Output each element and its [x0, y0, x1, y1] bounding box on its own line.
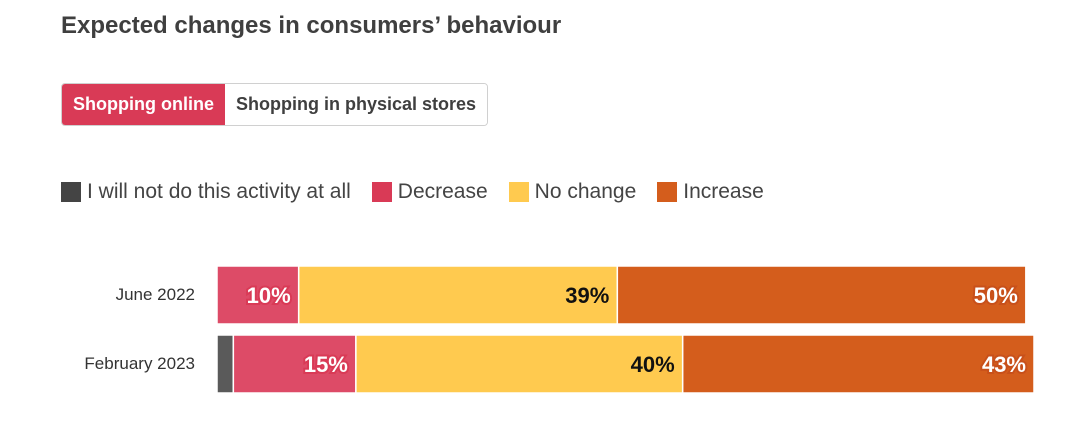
category-label: February 2023 [84, 354, 195, 373]
legend-label: No change [534, 180, 637, 203]
data-label: 50% [974, 283, 1018, 308]
data-label: 43% [982, 352, 1026, 377]
legend-swatch [657, 182, 678, 202]
data-label: 15% [304, 352, 348, 377]
legend-item: I will not do this activity at all [61, 180, 351, 204]
bar-segment [232, 334, 357, 394]
legend-item: No change [508, 180, 637, 204]
legend-label: I will not do this activity at all [87, 180, 351, 203]
bar-segment [216, 334, 235, 394]
bar-segment [616, 265, 1027, 325]
data-label: 10% [247, 283, 291, 308]
tab-bar: Shopping online Shopping in physical sto… [61, 83, 489, 126]
tab-shopping-physical-stores[interactable]: Shopping in physical stores [224, 84, 488, 125]
legend-label: Decrease [397, 180, 488, 203]
tab-shopping-online[interactable]: Shopping online [62, 84, 225, 125]
legend-label: Increase [683, 180, 764, 203]
legend: I will not do this activity at all Decrea… [61, 180, 785, 204]
legend-swatch [508, 182, 529, 202]
legend-swatch [371, 182, 392, 202]
bar-segment [216, 265, 300, 325]
page-title: Expected changes in consumers’ behaviour [61, 12, 562, 39]
data-label: 39% [565, 283, 609, 308]
legend-item: Decrease [371, 180, 488, 204]
data-label: 40% [631, 352, 675, 377]
bar-segment [681, 334, 1035, 394]
legend-swatch [61, 182, 81, 202]
legend-item: Increase [657, 180, 764, 204]
category-label: June 2022 [115, 285, 195, 304]
bar-segment [297, 265, 619, 325]
